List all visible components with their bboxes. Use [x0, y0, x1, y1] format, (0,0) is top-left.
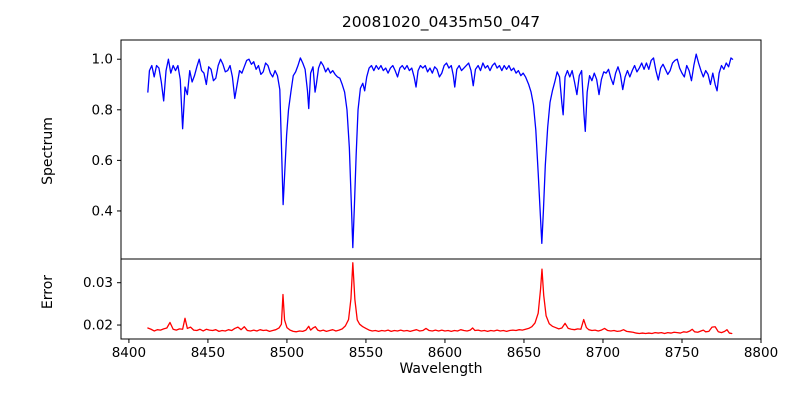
spectrum-y-tick-label: 0.6 [92, 153, 113, 169]
x-tick-label: 8750 [665, 345, 699, 361]
x-tick-label: 8550 [349, 345, 383, 361]
error-y-tick-label: 0.02 [83, 318, 113, 334]
error-line [147, 262, 733, 335]
spectrum-y-tick-label: 1.0 [92, 52, 113, 68]
x-tick-label: 8450 [191, 345, 225, 361]
wavelength-axis-label: Wavelength [399, 361, 483, 377]
spectrum-line [147, 53, 734, 249]
error-y-tick-label: 0.03 [83, 275, 113, 291]
x-tick-label: 8600 [428, 345, 462, 361]
error-panel-frame [120, 258, 762, 340]
x-tick-label: 8400 [112, 345, 146, 361]
x-tick-label: 8650 [507, 345, 541, 361]
x-tick-label: 8500 [270, 345, 304, 361]
spectrum-y-tick-label: 0.8 [92, 102, 113, 118]
spectrum-y-tick-label: 0.4 [92, 203, 113, 219]
x-tick-label: 8700 [586, 345, 620, 361]
chart-title: 20081020_0435m50_047 [341, 13, 541, 31]
x-tick-label: 8800 [744, 345, 778, 361]
